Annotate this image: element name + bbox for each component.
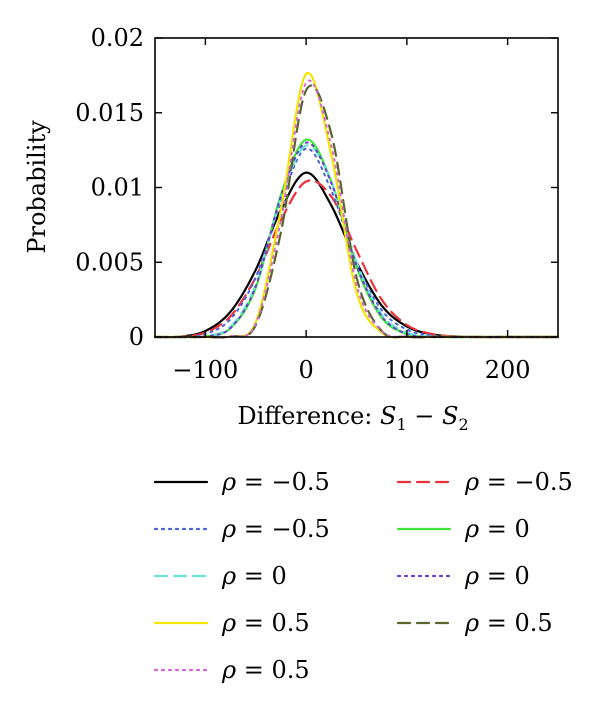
series-line-3	[154, 147, 559, 339]
legend-label: ρ = 0.5	[464, 609, 553, 637]
legend-label-rho: ρ	[221, 515, 236, 543]
legend-label: ρ = 0.5	[221, 656, 310, 684]
legend-label: ρ = 0.5	[221, 609, 310, 637]
legend-label-value: = −0.5	[236, 515, 330, 543]
legend-label-value: = 0.5	[479, 609, 553, 637]
y-tick-label: 0.015	[75, 99, 144, 127]
legend-label-rho: ρ	[221, 468, 236, 496]
legend-label-rho: ρ	[221, 562, 236, 590]
legend-label: ρ = 0	[221, 562, 287, 590]
y-tick-label: 0.02	[91, 24, 144, 52]
plot-lines	[153, 71, 560, 339]
legend-label-value: = 0.5	[236, 656, 310, 684]
series-line-2	[153, 179, 560, 339]
y-axis-label: Probability	[23, 120, 51, 254]
legend-item: ρ = −0.5	[153, 468, 330, 496]
legend-label-value: = −0.5	[479, 468, 573, 496]
legend-item: ρ = 0.5	[153, 656, 310, 684]
legend-label-rho: ρ	[464, 562, 479, 590]
legend-label-rho: ρ	[221, 656, 236, 684]
legend-item: ρ = 0.5	[396, 609, 553, 637]
legend: ρ = −0.5ρ = −0.5ρ = 0ρ = 0.5ρ = 0.5ρ = −…	[153, 468, 573, 684]
legend-item: ρ = −0.5	[396, 468, 573, 496]
x-axis-label-s2-sub: 2	[458, 415, 468, 434]
series-line-4	[153, 138, 560, 339]
x-tick-label: 100	[384, 356, 430, 384]
x-tick-label: 0	[298, 356, 313, 384]
x-axis-label-minus: −	[407, 402, 442, 430]
legend-label-value: = 0.5	[236, 609, 310, 637]
x-axis-label-prefix: Difference:	[237, 402, 380, 430]
x-tick-label: −100	[172, 356, 238, 384]
legend-label: ρ = 0	[464, 515, 530, 543]
y-tick-label: 0.01	[91, 174, 144, 202]
legend-label-value: = 0	[236, 562, 287, 590]
legend-item: ρ = 0.5	[153, 609, 310, 637]
legend-item: ρ = 0	[396, 562, 530, 590]
x-axis-label: Difference: S1 − S2	[237, 402, 468, 434]
legend-label: ρ = −0.5	[464, 468, 573, 496]
series-line-9	[154, 79, 559, 339]
series-line-7	[153, 71, 560, 339]
legend-item: ρ = 0	[396, 515, 530, 543]
legend-label-rho: ρ	[464, 515, 479, 543]
y-tick-label: 0.005	[75, 248, 144, 276]
legend-item: ρ = 0	[153, 562, 287, 590]
legend-label-value: = 0	[479, 515, 530, 543]
legend-label-rho: ρ	[221, 609, 236, 637]
legend-label: ρ = 0	[464, 562, 530, 590]
legend-label-value: = −0.5	[236, 468, 330, 496]
legend-label-value: = 0	[479, 562, 530, 590]
x-axis-label-s1: S	[380, 402, 396, 430]
y-tick-label: 0	[129, 323, 144, 351]
axis-tick-labels: −100 0 100 200 0 0.005 0.01 0.015 0.02	[75, 24, 530, 384]
series-line-1	[153, 171, 560, 339]
series-line-5	[153, 144, 560, 339]
legend-label: ρ = −0.5	[221, 468, 330, 496]
x-axis-label-s2: S	[442, 402, 458, 430]
series-line-6	[154, 141, 559, 339]
legend-label-rho: ρ	[464, 468, 479, 496]
axis-ticks	[155, 37, 558, 338]
x-tick-label: 200	[485, 356, 531, 384]
x-axis-label-s1-sub: 1	[396, 415, 406, 434]
legend-label-rho: ρ	[464, 609, 479, 637]
legend-label: ρ = −0.5	[221, 515, 330, 543]
series-line-8	[153, 84, 560, 339]
legend-item: ρ = −0.5	[153, 515, 330, 543]
